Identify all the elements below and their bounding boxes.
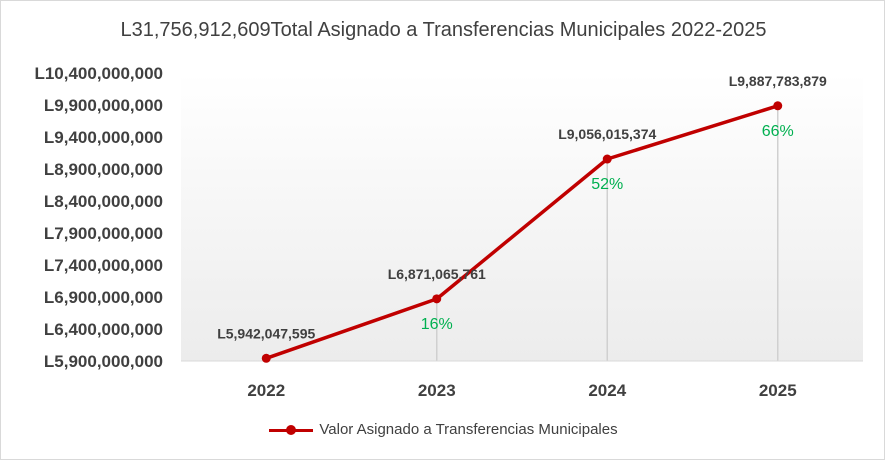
series-line: [264, 104, 780, 361]
y-tick-label: L9,400,000,000: [44, 128, 163, 147]
y-tick-label: L7,400,000,000: [44, 256, 163, 275]
y-tick-label: L6,900,000,000: [44, 288, 163, 307]
y-tick-label: L8,900,000,000: [44, 160, 163, 179]
legend: Valor Asignado a Transferencias Municipa…: [1, 421, 886, 438]
data-point: [261, 353, 271, 363]
growth-percent-label: 52%: [591, 176, 623, 193]
data-value-label: L5,942,047,595: [217, 325, 315, 341]
legend-label: Valor Asignado a Transferencias Municipa…: [319, 421, 618, 438]
y-tick-label: L7,900,000,000: [44, 224, 163, 243]
y-tick-label: L9,900,000,000: [44, 96, 163, 115]
y-tick-label: L8,400,000,000: [44, 192, 163, 211]
plot-area: [181, 73, 863, 361]
chart-title: L31,756,912,609Total Asignado a Transfer…: [120, 19, 767, 41]
data-value-label: L9,887,783,879: [729, 73, 827, 89]
data-value-label: L9,056,015,374: [558, 126, 656, 142]
data-point: [773, 101, 783, 111]
y-tick-label: L10,400,000,000: [34, 64, 163, 83]
data-point: [602, 154, 612, 164]
data-point: [432, 294, 442, 304]
x-tick-label: 2022: [247, 381, 285, 400]
growth-percent-label: 16%: [421, 316, 453, 333]
y-tick-label: L5,900,000,000: [44, 352, 163, 371]
y-tick-label: L6,400,000,000: [44, 320, 163, 339]
x-tick-label: 2025: [759, 381, 797, 400]
legend-line-marker-icon: [269, 423, 314, 437]
growth-percent-label: 66%: [762, 123, 794, 140]
data-value-label: L6,871,065,761: [388, 266, 486, 282]
x-tick-label: 2024: [588, 381, 626, 400]
x-tick-label: 2023: [418, 381, 456, 400]
